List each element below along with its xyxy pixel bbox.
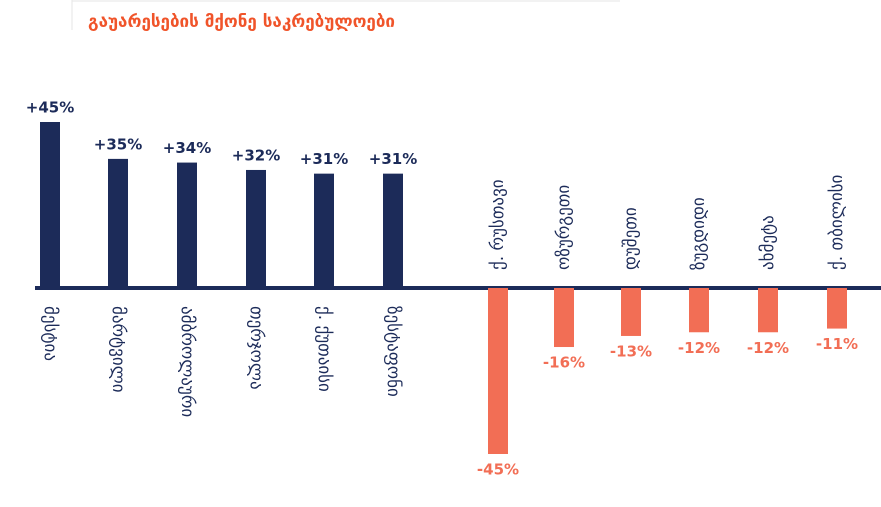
category-label: მარტვილი — [108, 306, 128, 393]
value-label: -16% — [543, 354, 585, 372]
bar — [827, 288, 847, 329]
value-label: +31% — [300, 150, 348, 168]
bar — [314, 173, 334, 288]
value-label: +35% — [94, 135, 142, 153]
category-label: ოზურგეთი — [554, 185, 574, 270]
value-label: -12% — [678, 339, 720, 357]
value-label: +34% — [163, 139, 211, 157]
value-label: +32% — [232, 146, 280, 164]
value-label: -45% — [477, 461, 519, 479]
category-label: ახმეტა — [758, 215, 778, 270]
category-label: ზუგდიდი — [689, 197, 709, 270]
category-label: ზესტაფონი — [383, 306, 403, 397]
chart-title: გაუარესების მქონე საკრებულოები — [88, 12, 395, 32]
bar — [488, 288, 508, 454]
category-label: ქ. ქუთაისი — [314, 306, 334, 392]
value-label: -11% — [816, 335, 858, 353]
bar — [177, 162, 197, 288]
bar — [108, 158, 128, 288]
category-label: ამბროლაური — [177, 306, 197, 417]
value-label: -13% — [610, 342, 652, 360]
category-label: ქ. თბილისი — [827, 175, 847, 270]
bar — [621, 288, 641, 336]
category-label: თერჯოლა — [246, 306, 266, 390]
bar — [383, 173, 403, 288]
bar — [246, 169, 266, 288]
category-label: ქ. რუსთავი — [488, 179, 508, 270]
bar — [40, 122, 60, 288]
category-label: დუშეთი — [621, 207, 641, 270]
bar — [758, 288, 778, 333]
value-label: +31% — [369, 150, 417, 168]
bar — [554, 288, 574, 348]
value-label: -12% — [747, 339, 789, 357]
bar — [689, 288, 709, 333]
category-label: მესტია — [40, 306, 60, 361]
value-label: +45% — [26, 99, 74, 117]
